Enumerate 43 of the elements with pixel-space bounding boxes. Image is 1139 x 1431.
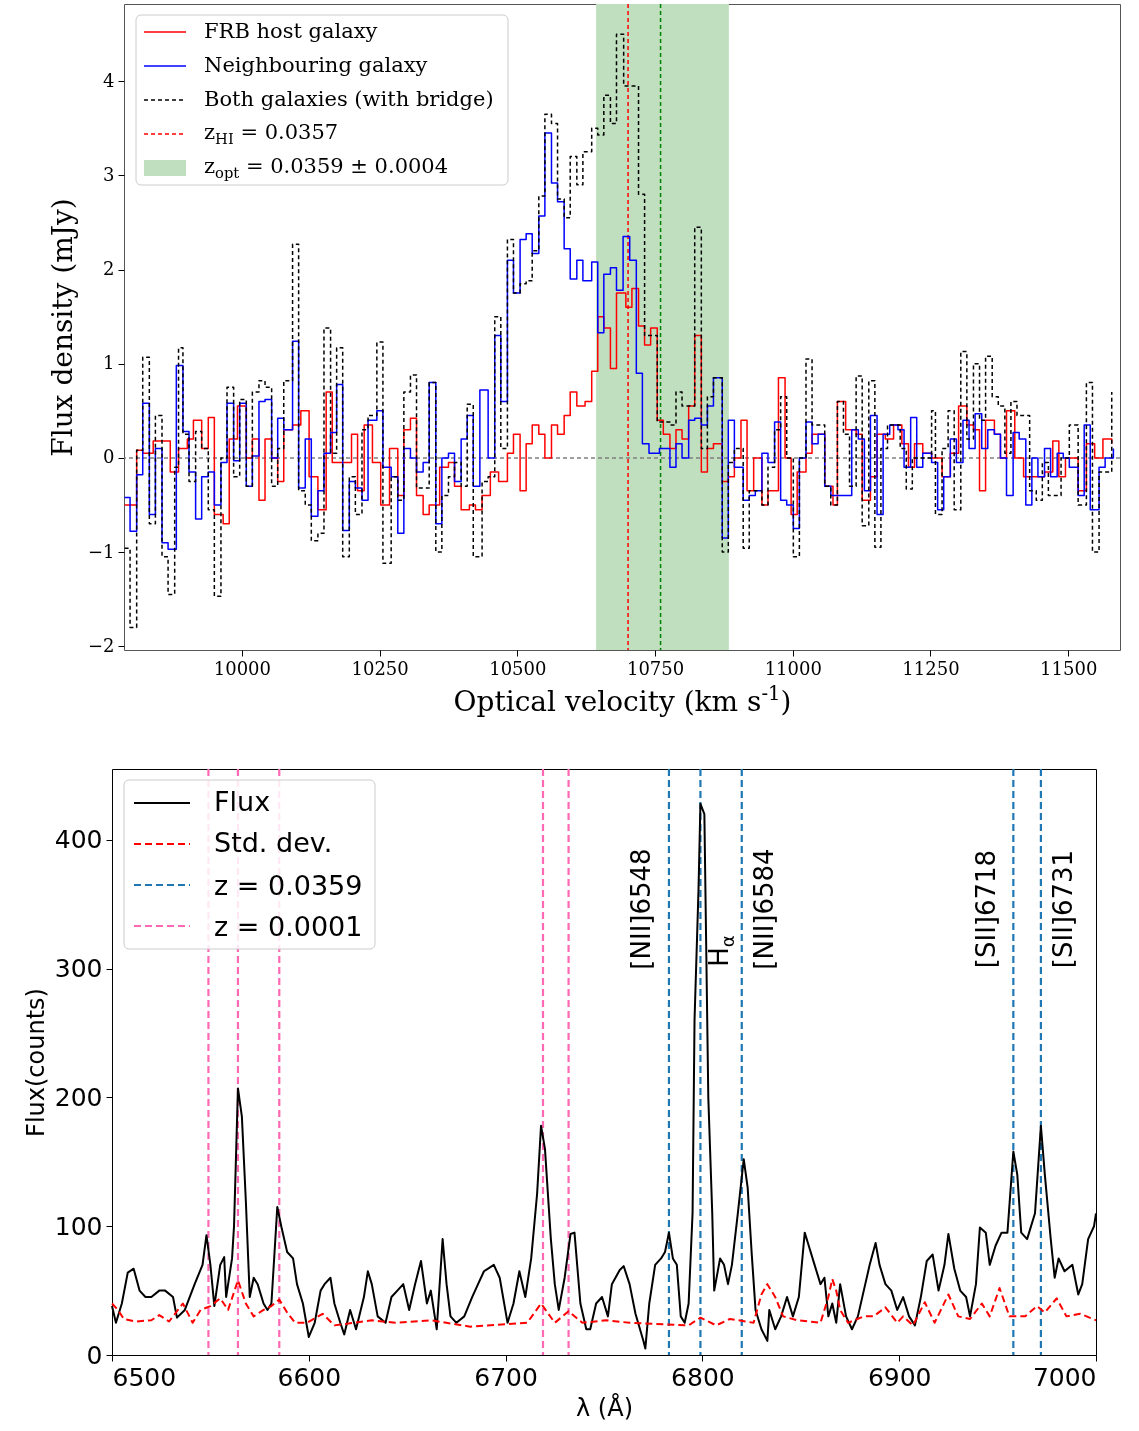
- y-tick-label: 3: [103, 163, 115, 185]
- y-tick-label: 200: [54, 1082, 103, 1112]
- x-tick-label: 6700: [474, 1362, 538, 1392]
- x-tick-label: 7000: [1032, 1362, 1097, 1392]
- x-tick-label: 10000: [213, 657, 272, 679]
- annotation: [NII]6584: [748, 848, 779, 970]
- y-axis-title: Flux(counts): [21, 988, 50, 1137]
- annotation: z = 0.0359: [214, 869, 363, 901]
- y-tick-label: −1: [87, 540, 115, 562]
- y-axis-title: Flux density (mJy): [45, 198, 79, 457]
- x-tick-label: 11500: [1040, 657, 1098, 679]
- y-tick-label: 0: [103, 446, 115, 468]
- annotation: z$_{HI}$ = 0.0357: [204, 119, 339, 147]
- y-tick-label: 100: [54, 1211, 103, 1241]
- annotation: [SII]6731: [1047, 849, 1078, 969]
- x-tick-label: 6900: [867, 1362, 932, 1392]
- y-tick-label: 400: [54, 825, 103, 855]
- y-tick-label: −2: [87, 634, 115, 656]
- legend-label: Flux: [214, 786, 271, 817]
- y-tick-label: 2: [103, 258, 115, 280]
- x-axis-title: λ (Å): [576, 1392, 633, 1422]
- x-tick-label: 10750: [626, 657, 685, 679]
- x-tick-label: 6500: [112, 1362, 177, 1392]
- y-tick-label: 300: [54, 954, 103, 984]
- x-axis-title: Optical velocity (km s$^{-1}$): [453, 681, 792, 718]
- legend-label: Both galaxies (with bridge): [204, 87, 494, 111]
- x-tick-label: 11000: [764, 657, 822, 679]
- legend-label: Std. dev.: [214, 827, 333, 858]
- line-series: [111, 1278, 1097, 1328]
- x-tick-label: 10500: [489, 657, 547, 679]
- x-tick-label: 10250: [351, 657, 409, 679]
- y-tick-label: 0: [86, 1340, 103, 1370]
- x-tick-label: 11250: [902, 657, 960, 679]
- annotation: z = 0.0001: [214, 910, 363, 942]
- y-tick-label: 1: [103, 352, 115, 374]
- legend-label: Neighbouring galaxy: [204, 53, 428, 77]
- x-tick-label: 6800: [671, 1362, 735, 1392]
- x-tick-label: 6600: [277, 1362, 342, 1392]
- annotation: [SII]6718: [971, 849, 1002, 969]
- y-tick-label: 4: [103, 69, 115, 91]
- legend-label: FRB host galaxy: [204, 19, 378, 43]
- annotation: [NII]6548: [625, 848, 656, 970]
- annotation: z$_{opt}$ = 0.0359 ± 0.0004: [204, 153, 449, 181]
